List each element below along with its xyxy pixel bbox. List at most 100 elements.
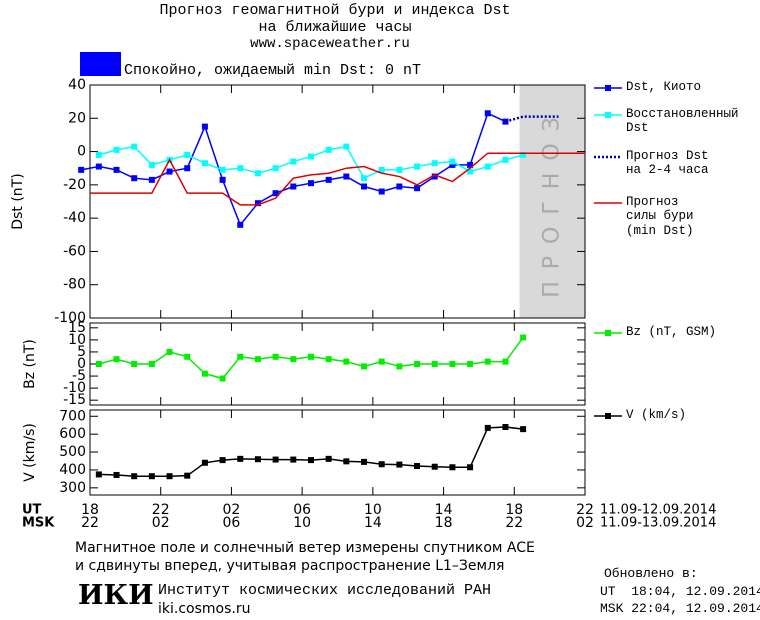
series-line: [90, 152, 585, 206]
x-tick-label-2: 10: [293, 515, 311, 531]
x-tick-label: 14: [435, 502, 453, 518]
institute: Институт космических исследований РАН: [158, 582, 492, 599]
data-point: [148, 361, 155, 367]
data-point: [449, 361, 456, 367]
data-point: [378, 358, 385, 365]
y-tick-label: 40: [68, 77, 86, 93]
data-point: [431, 361, 438, 367]
data-point: [378, 166, 385, 173]
data-point: [467, 161, 474, 168]
x-tick-label-2: 22: [81, 515, 99, 531]
data-point: [325, 455, 332, 462]
legend-marker: [605, 330, 611, 336]
data-point: [113, 471, 120, 478]
data-point: [361, 175, 368, 182]
y-axis-label: Bz (nT): [22, 339, 38, 389]
x-tick-label-2: 22: [505, 515, 523, 531]
legend-label: Dst, Киото: [626, 80, 702, 94]
data-point: [148, 176, 155, 183]
y-tick-label: 400: [59, 462, 86, 478]
y-tick-label: -40: [63, 210, 86, 226]
data-point: [520, 151, 527, 158]
data-point: [184, 151, 191, 158]
data-point: [467, 361, 474, 367]
data-point: [484, 163, 491, 170]
y-tick-label: -5: [72, 368, 86, 384]
data-point: [184, 165, 191, 172]
data-point: [431, 463, 438, 470]
series-line: [81, 112, 506, 227]
series-line: [98, 426, 524, 477]
data-point: [219, 176, 226, 183]
data-point: [95, 151, 102, 158]
data-point: [431, 173, 438, 180]
legend-marker: [605, 413, 611, 419]
data-point: [520, 334, 527, 341]
y-tick-label: 5: [77, 344, 86, 360]
data-point: [131, 175, 138, 182]
data-point: [201, 123, 208, 130]
data-point: [484, 424, 491, 431]
updated-ut: UT 18:04, 12.09.2014: [600, 584, 760, 599]
x-axis-label-2: MSK: [22, 516, 55, 531]
data-point: [290, 356, 297, 363]
data-point: [148, 161, 155, 168]
y-tick-label: 700: [59, 408, 86, 424]
data-point: [290, 158, 297, 165]
data-point: [201, 160, 208, 167]
note: Магнитное поле и солнечный ветер измерен…: [75, 540, 535, 574]
x-tick-label-2: 14: [364, 515, 382, 531]
y-tick-label: 15: [68, 320, 86, 336]
data-point: [290, 183, 297, 190]
logo: ИКИ: [78, 580, 154, 611]
y-tick-label: 300: [59, 480, 86, 496]
x-tick-label: 18: [81, 502, 99, 518]
data-point: [325, 146, 332, 153]
legend-label: Bz (nT, GSM): [626, 325, 717, 339]
data-point: [148, 473, 155, 480]
data-point: [254, 456, 261, 463]
y-tick-label: 20: [68, 110, 86, 126]
legend-marker: [605, 85, 611, 91]
y-tick-label: 0: [77, 144, 86, 160]
data-point: [378, 188, 385, 195]
data-point: [131, 473, 138, 480]
data-point: [343, 143, 350, 150]
y-tick-label: 600: [59, 426, 86, 442]
data-point: [396, 461, 403, 468]
x-tick-label: 10: [364, 502, 382, 518]
data-point: [307, 353, 314, 360]
data-point: [343, 173, 350, 180]
data-point: [307, 457, 314, 464]
data-point: [166, 168, 173, 175]
data-point: [113, 166, 120, 173]
data-point: [449, 158, 456, 165]
data-point: [361, 183, 368, 190]
plot-frame: [89, 84, 586, 319]
data-point: [467, 168, 474, 175]
data-point: [449, 464, 456, 471]
forecast-label: ПРОГНОЗ: [539, 105, 564, 298]
data-point: [131, 361, 138, 367]
data-point: [502, 156, 509, 163]
x-tick-label: 18: [505, 502, 523, 518]
data-point: [272, 165, 279, 172]
data-point: [78, 166, 85, 173]
y-tick-label: -80: [63, 277, 86, 293]
legend-label: Прогноз силы бури (min Dst): [626, 195, 694, 238]
data-point: [449, 161, 456, 168]
data-point: [396, 183, 403, 190]
data-point: [467, 464, 474, 471]
data-point: [113, 356, 120, 363]
title: Прогноз геомагнитной бури и индекса Dst …: [159, 2, 511, 37]
data-point: [272, 190, 279, 197]
data-point: [131, 143, 138, 150]
status-box: [80, 52, 121, 76]
url: www.spaceweather.ru: [250, 36, 410, 52]
x-tick-label-2: 02: [576, 515, 594, 531]
data-point: [201, 370, 208, 377]
y-tick-label: -20: [63, 177, 86, 193]
y-tick-label: -15: [63, 392, 86, 408]
data-point: [414, 463, 421, 470]
